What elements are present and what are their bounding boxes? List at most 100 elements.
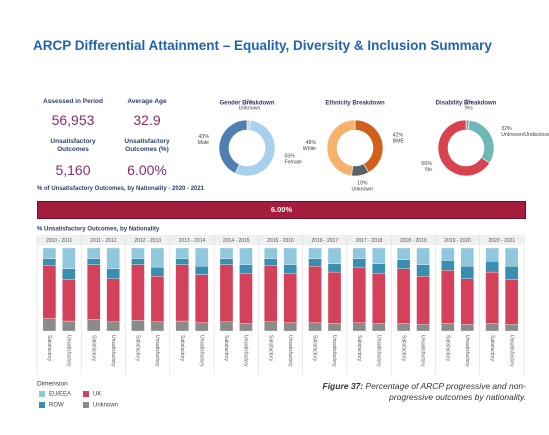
bar-segment: [175, 247, 189, 259]
bar-segment: [106, 278, 120, 323]
group-label: 2019 - 2020: [444, 238, 471, 244]
slice-value-label: 42%: [393, 133, 404, 139]
bar-segment: [327, 263, 342, 273]
bar-segment: [150, 276, 165, 323]
x-tick-label: Unsatisfactory: [287, 335, 293, 367]
caption-text: Percentage of ARCP progressive and non-p…: [365, 381, 527, 402]
banner: 6.00%: [37, 201, 526, 219]
legend-title: Dimension: [37, 381, 68, 388]
bar-segment: [62, 268, 76, 280]
pie-slice: [354, 119, 384, 173]
bar-segment: [352, 322, 366, 332]
bar-segment: [283, 273, 297, 323]
bar-segment: [485, 247, 499, 262]
bar-segment: [485, 271, 499, 324]
x-tick-label: Unsatisfactory: [464, 335, 470, 367]
bar-segment: [42, 318, 57, 332]
group-label: 2018 - 2019: [400, 238, 427, 244]
bar-segment: [460, 266, 474, 279]
kpi-label: Average Age: [127, 98, 167, 105]
bar-segment: [62, 247, 76, 269]
bar-segment: [62, 279, 76, 322]
slice-value-label: 55%: [284, 153, 295, 159]
slice-category-label: No: [425, 167, 432, 173]
bar-segment: [416, 264, 430, 277]
bar-segment: [239, 273, 253, 324]
group-label: 2016 - 2017: [311, 238, 338, 244]
chart-title: % Unsatisfactory Outcomes, by Nationalit…: [37, 227, 160, 233]
bar-segment: [327, 271, 342, 324]
bar-segment: [239, 323, 253, 332]
bar-segment: [175, 320, 189, 332]
bar-segment: [150, 266, 165, 277]
bar-segment: [460, 247, 474, 267]
group-label: 2011 - 2012: [90, 238, 117, 244]
kpi-value: 5,160: [55, 162, 91, 178]
kpi-label: Unsatisfactory Outcomes (%): [124, 138, 170, 153]
bar-segment: [175, 258, 189, 265]
bar-segment: [283, 247, 297, 265]
bar-segment: [504, 279, 519, 325]
bar-segment: [441, 247, 455, 261]
bar-segment: [219, 247, 234, 259]
group-label: 2017 - 2018: [356, 238, 383, 244]
slice-value-label: 32%: [501, 126, 512, 132]
bar-segment: [352, 258, 366, 268]
slice-category-label: BME: [393, 139, 405, 145]
bar-segment: [485, 323, 499, 332]
bar-segment: [352, 247, 366, 259]
bar-segment: [106, 247, 120, 269]
bar-segment: [264, 247, 278, 259]
legend-label: EU/EEA: [49, 392, 71, 398]
bar-segment: [264, 321, 278, 332]
bar-segment: [131, 320, 145, 332]
bar-segment: [504, 247, 519, 267]
x-tick-label: Unsatisfactory: [331, 335, 337, 367]
bar-segment: [87, 264, 101, 320]
chart-title: Ethnicity Breakdown: [325, 101, 385, 107]
slice-value-label: 48%: [306, 140, 317, 146]
x-tick-label: Satisfactory: [489, 335, 495, 362]
x-tick-label: Unsatisfactory: [508, 335, 514, 367]
bar-segment: [42, 258, 57, 266]
kpi-value: 56,953: [51, 112, 95, 128]
slice-category-label: Yes: [464, 105, 473, 111]
kpi-label: Unsatisfactory Outcomes: [50, 138, 96, 153]
bar-segment: [106, 268, 120, 279]
bar-segment: [42, 247, 57, 259]
legend-swatch: [83, 402, 89, 408]
bar-segment: [485, 261, 499, 273]
x-tick-label: Satisfactory: [356, 335, 362, 362]
x-tick-label: Satisfactory: [179, 335, 185, 362]
bar-segment: [219, 321, 234, 332]
bar-segment: [308, 322, 322, 332]
slice-value-label: 43%: [199, 134, 210, 140]
kpi-value: 32.9: [133, 112, 161, 128]
bar-segment: [308, 258, 322, 267]
pie-slice: [218, 119, 248, 174]
bar-segment: [372, 247, 386, 264]
group-header-band: [37, 235, 524, 245]
bar-segment: [416, 247, 430, 265]
bar-segment: [352, 266, 366, 323]
legend-label: UK: [93, 392, 101, 398]
chart-title: Disability Breakdown: [436, 101, 497, 107]
x-tick-label: Unsatisfactory: [375, 335, 381, 367]
banner-title: % of Unsatisfactory Outcomes, by Nationa…: [37, 186, 205, 192]
bar-segment: [396, 259, 411, 269]
slice-category-label: Male: [198, 140, 209, 146]
x-tick-label: Unsatisfactory: [110, 335, 116, 367]
pie-slice: [326, 119, 356, 177]
bar-segment: [150, 247, 165, 268]
bar-segment: [264, 258, 278, 266]
x-tick-label: Satisfactory: [400, 335, 406, 362]
x-tick-label: Satisfactory: [135, 335, 141, 362]
bar-segment: [441, 260, 455, 271]
bar-segment: [87, 319, 101, 332]
group-label: 2013 - 2014: [179, 238, 206, 244]
bar-segment: [195, 274, 209, 323]
slice-category-label: Unknown: [239, 105, 261, 111]
chart-title: Gender Breakdown: [219, 101, 274, 107]
bar-segment: [460, 278, 474, 325]
